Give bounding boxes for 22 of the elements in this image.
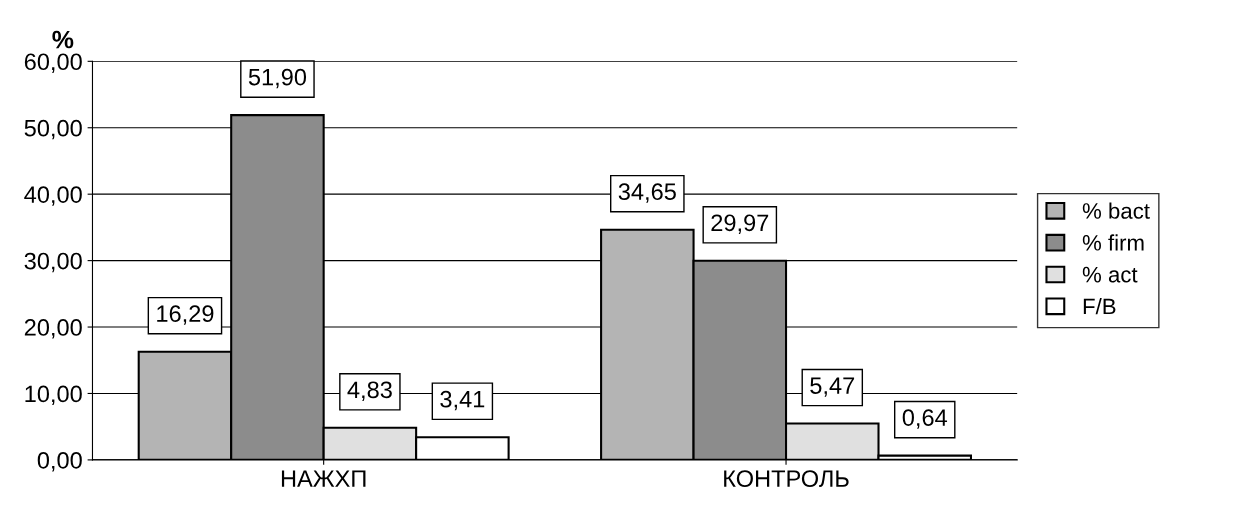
- x-tick-label: НАЖХП: [281, 470, 366, 487]
- legend-label: F/B: [1083, 297, 1116, 315]
- y-tick-label: 40,00: [24, 186, 82, 206]
- data-label: 5,47: [810, 377, 855, 397]
- data-label: 16,29: [157, 305, 214, 325]
- data-label: 29,97: [711, 214, 769, 234]
- y-tick-label: 50,00: [24, 119, 82, 140]
- data-label: 3,41: [440, 390, 485, 411]
- legend-label: % firm: [1082, 234, 1144, 251]
- data-label: 4,83: [347, 381, 392, 401]
- data-label: 0,64: [902, 409, 948, 429]
- data-label: 34,65: [618, 183, 676, 203]
- y-tick-label: 60,00: [24, 53, 82, 73]
- legend-label: % bact: [1082, 202, 1150, 219]
- data-label: 51,90: [248, 68, 307, 89]
- y-axis-title: %: [52, 30, 74, 49]
- x-tick-label: КОНТРОЛЬ: [724, 470, 849, 487]
- y-tick-label: 10,00: [25, 385, 82, 406]
- y-tick-label: 0,00: [37, 451, 82, 472]
- y-tick-label: 30,00: [24, 252, 82, 273]
- legend-label: % act: [1082, 266, 1138, 283]
- y-tick-label: 20,00: [24, 319, 82, 339]
